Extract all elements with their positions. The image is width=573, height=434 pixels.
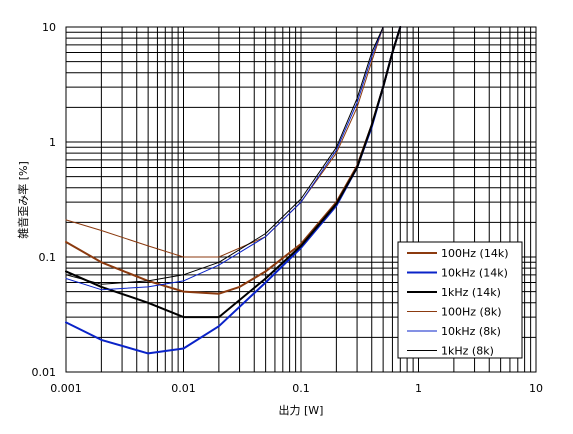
legend-box bbox=[397, 241, 523, 359]
x-tick-label: 0.001 bbox=[50, 382, 82, 395]
series-lines bbox=[65, 26, 402, 355]
legend-label: 10kHz (8k) bbox=[441, 325, 501, 338]
x-tick-label: 1 bbox=[415, 382, 422, 395]
y-tick-label: 1 bbox=[49, 136, 56, 149]
x-tick-labels: 0.001 0.01 0.1 1 10 bbox=[50, 382, 543, 395]
legend-label: 10kHz (14k) bbox=[441, 267, 508, 280]
x-tick-label: 10 bbox=[529, 382, 543, 395]
x-axis-label: 出力 [W] bbox=[279, 403, 324, 417]
x-tick-label: 0.01 bbox=[171, 382, 196, 395]
series-line-2 bbox=[65, 26, 402, 319]
legend-label: 1kHz (14k) bbox=[441, 286, 501, 299]
legend: 100Hz (14k) 10kHz (14k) 1kHz (14k) 100Hz (8… bbox=[397, 241, 523, 359]
y-tick-label: 0.01 bbox=[32, 366, 57, 379]
y-tick-labels: 10 1 0.1 0.01 bbox=[32, 21, 57, 379]
y-axis-label: 雑音歪み率 [%] bbox=[16, 161, 30, 239]
legend-label: 100Hz (14k) bbox=[441, 247, 509, 260]
plot-frame bbox=[65, 26, 537, 373]
legend-label: 1kHz (8k) bbox=[441, 345, 494, 358]
legend-label: 100Hz (8k) bbox=[441, 306, 502, 319]
y-tick-label: 0.1 bbox=[39, 251, 57, 264]
y-tick-label: 10 bbox=[42, 21, 56, 34]
x-tick-label: 0.1 bbox=[292, 382, 310, 395]
series-line-5 bbox=[65, 26, 384, 285]
series-line-4 bbox=[65, 26, 384, 291]
